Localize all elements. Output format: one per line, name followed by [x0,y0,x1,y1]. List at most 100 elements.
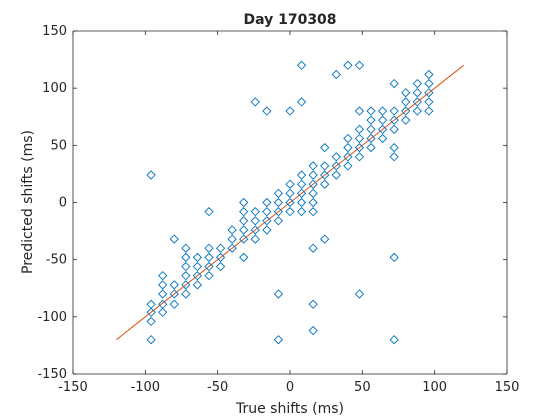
scatter-point [239,225,249,235]
x-tick-label: -50 [207,380,228,395]
scatter-point [250,234,260,244]
scatter-point [308,179,318,189]
scatter-point [401,88,411,98]
scatter-point [250,97,260,107]
scatter-point [192,271,203,281]
scatter-point [377,133,388,144]
scatter-point [320,170,330,180]
scatter-point [354,152,365,162]
scatter-point [331,152,341,162]
scatter-point [331,161,341,171]
scatter-point [181,243,191,253]
scatter-point [389,252,399,263]
scatter-point [250,216,260,226]
scatter-point [389,142,399,153]
scatter-point [273,197,284,208]
scatter-point [412,78,422,89]
scatter-point [273,289,284,299]
scatter-point [308,188,318,198]
scatter-point [204,207,214,217]
scatter-point [331,69,341,80]
scatter-point [401,97,411,107]
scatter-point [158,289,168,299]
y-tick-label: 100 [42,81,67,96]
scatter-point [320,234,330,244]
chart-title: Day 170308 [243,12,336,28]
scatter-point [343,161,353,171]
y-tick-label: -50 [46,253,67,268]
y-tick-label: -150 [37,367,67,382]
scatter-point [146,307,156,317]
scatter-point [424,88,434,98]
scatter-point [331,170,341,180]
scatter-point [424,106,434,116]
scatter-point [401,106,411,116]
scatter-point [377,124,388,134]
x-tick-label: 50 [354,380,371,395]
scatter-point [308,161,318,171]
scatter-point [169,280,179,290]
scatter-point [273,188,284,198]
x-tick-label: 150 [495,380,520,395]
scatter-point [192,280,203,290]
scatter-point [377,115,388,125]
scatter-point [181,252,191,263]
scatter-point [308,325,318,336]
scatter-point [262,216,272,226]
scatter-point [262,197,272,208]
scatter-point [181,280,191,290]
data-markers [146,60,434,345]
x-tick-label: -100 [131,380,161,395]
y-axis-label: Predicted shifts (ms) [20,130,36,274]
scatter-point [146,316,156,327]
scatter-point [273,335,284,345]
scatter-point [239,252,249,263]
scatter-point [308,170,318,180]
scatter-point [250,207,260,217]
scatter-point [389,115,399,125]
scatter-point [158,271,168,281]
x-tick-label: -150 [58,380,88,395]
scatter-point [366,115,376,125]
scatter-point [424,78,434,89]
x-axis-label: True shifts (ms) [235,401,344,417]
scatter-point [366,133,376,144]
scatter-point [389,152,399,162]
scatter-point [204,261,214,272]
scatter-point [146,170,156,180]
scatter-point [320,161,330,171]
scatter-point [296,97,307,107]
scatter-point [192,261,203,272]
scatter-point [227,225,237,235]
scatter-point [169,299,179,309]
scatter-point [204,252,214,263]
scatter-point [239,197,249,208]
scatter-point [320,142,330,153]
scatter-point [354,124,365,134]
scatter-point [296,188,307,198]
scatter-point [320,179,330,189]
y-tick-label: -100 [37,310,67,325]
scatter-point [354,142,365,153]
y-tick-label: 0 [59,196,67,211]
tick-marks [72,30,508,375]
x-tick-label: 100 [422,380,447,395]
scatter-point [296,207,307,217]
scatter-point [412,97,422,107]
y-tick-label: 50 [50,138,67,153]
scatter-point [377,106,388,116]
scatter-point [366,142,376,153]
scatter-point [412,88,422,98]
scatter-point [204,243,214,253]
scatter-point [285,106,295,116]
scatter-point [308,207,318,217]
scatter-point [239,234,249,244]
scatter-point [354,289,365,299]
scatter-point [296,197,307,208]
scatter-point [296,170,307,180]
scatter-point [158,307,168,317]
scatter-point [285,179,295,189]
scatter-point [181,289,191,299]
scatter-point [239,207,249,217]
